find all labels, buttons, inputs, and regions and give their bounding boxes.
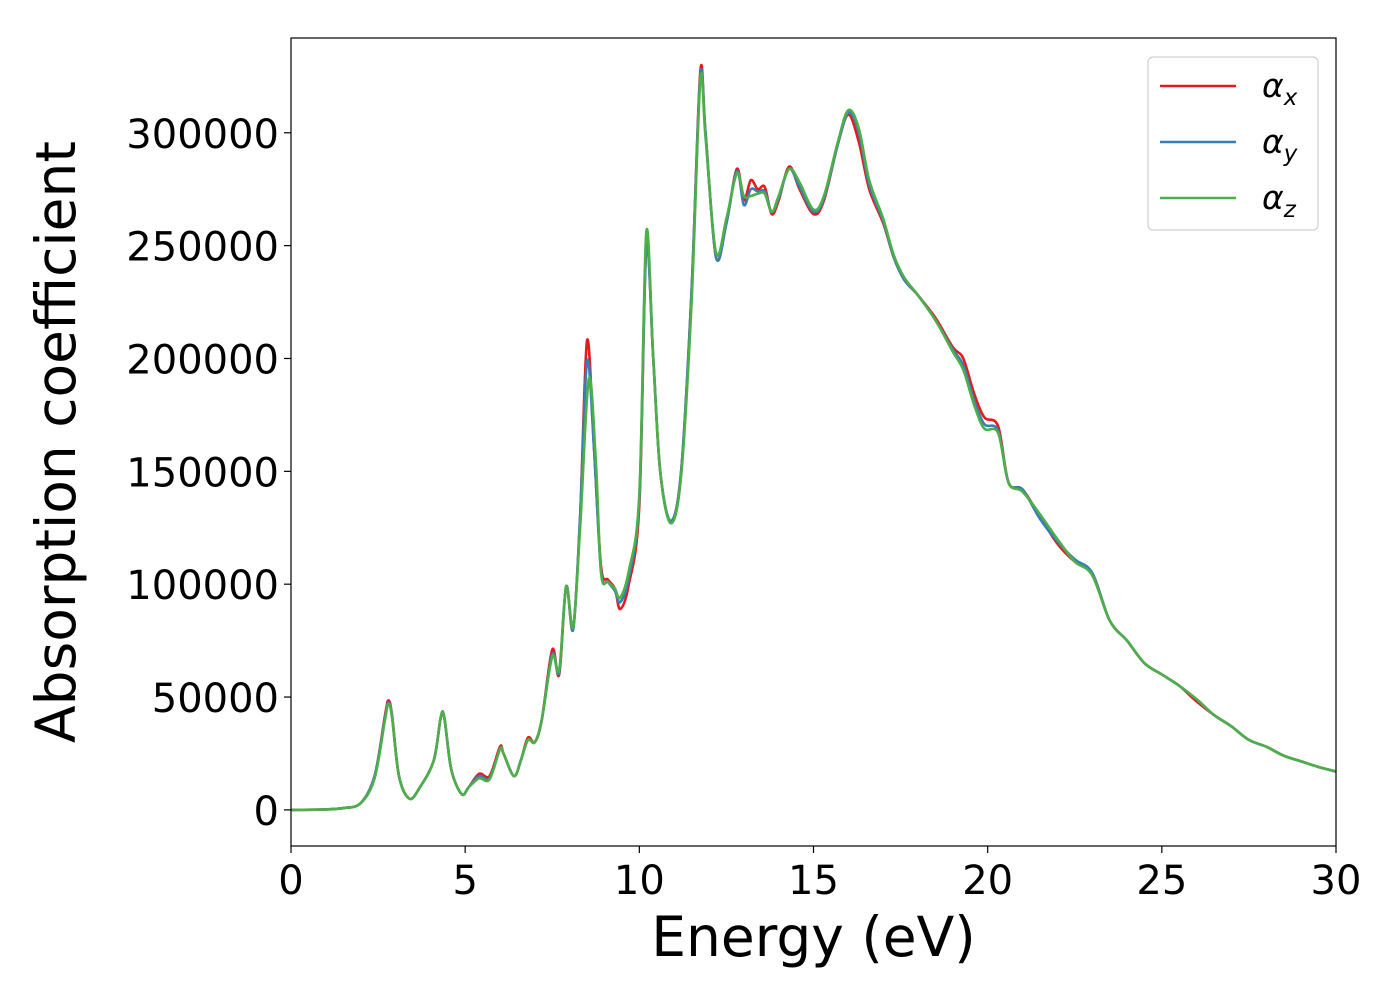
legend-subscript: y (1283, 141, 1298, 167)
y-tick-label: 250000 (126, 225, 279, 271)
legend-symbol: α (1262, 178, 1284, 217)
x-tick-label: 10 (614, 858, 665, 904)
y-axis-label: Absorption coefficient (24, 141, 88, 743)
y-tick-label: 200000 (126, 337, 279, 383)
legend-label-z: αz (1262, 178, 1297, 223)
y-tick-label: 0 (254, 789, 279, 835)
y-tick-label: 150000 (126, 450, 279, 496)
y-tick-label: 300000 (126, 112, 279, 158)
series-layer (291, 63, 1336, 812)
legend-label-x: αx (1262, 66, 1298, 111)
legend-symbol: α (1262, 66, 1284, 105)
x-tick-label: 5 (452, 858, 477, 904)
legend-symbol: α (1262, 122, 1284, 161)
x-tick-label: 0 (278, 858, 303, 904)
x-axis-ticks: 0 5 10 15 20 25 30 (278, 846, 1361, 904)
x-tick-label: 15 (788, 858, 839, 904)
legend-subscript: z (1283, 197, 1297, 223)
y-tick-label: 100000 (126, 563, 279, 609)
legend-box (1147, 56, 1319, 231)
legend-subscript: x (1283, 85, 1298, 111)
x-tick-label: 30 (1311, 858, 1362, 904)
series-line-z (291, 72, 1336, 812)
y-axis-ticks: 0 50000 100000 150000 200000 250000 300000 (126, 112, 291, 835)
x-tick-label: 20 (962, 858, 1013, 904)
legend-label-y: αy (1262, 122, 1298, 167)
x-tick-label: 25 (1136, 858, 1187, 904)
y-tick-label: 50000 (152, 676, 279, 722)
x-axis-label: Energy (eV) (651, 905, 975, 969)
